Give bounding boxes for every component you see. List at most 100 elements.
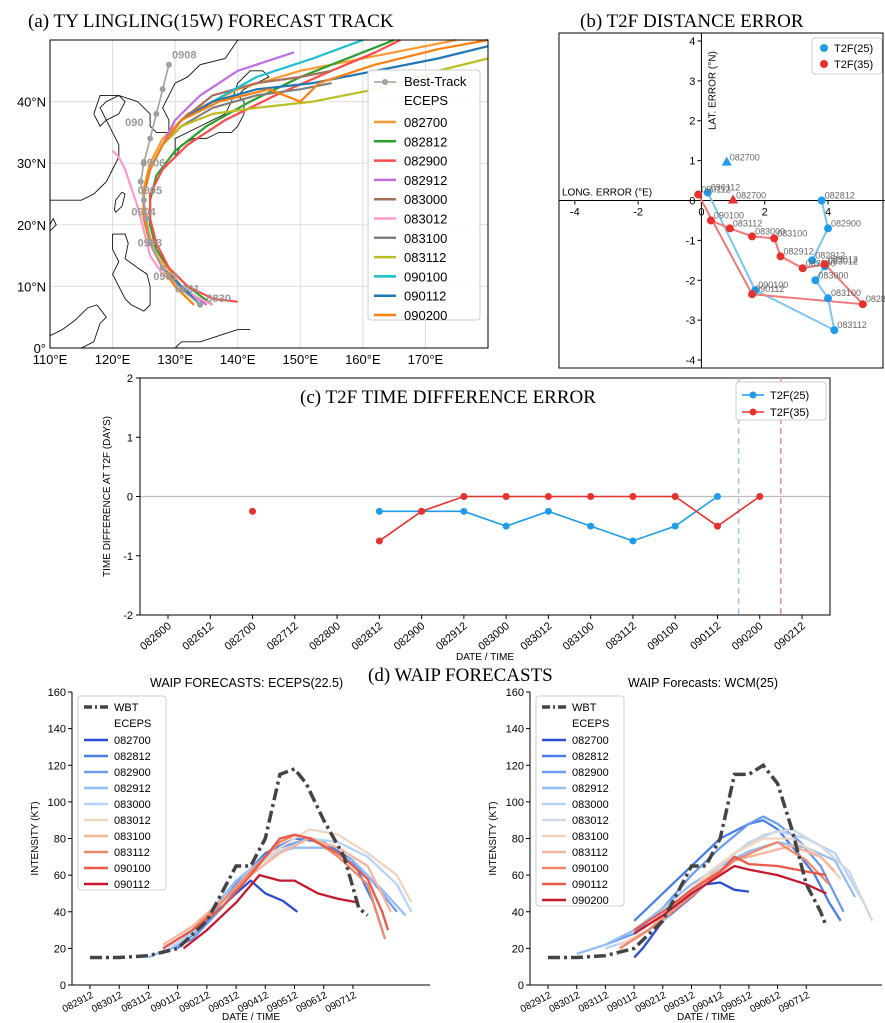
b-legend-label-1: T2F(35): [834, 59, 873, 71]
c-xtick-label: 082900: [392, 620, 428, 653]
b-point-marker: [824, 224, 833, 233]
panel-d-title: (d) WAIP FORECASTS: [368, 665, 553, 686]
d2-ytick-label: 80: [512, 834, 524, 846]
d1-series-090112: [182, 873, 360, 950]
b-point-label: 082700: [730, 153, 760, 163]
c-point-T2F(25): [671, 522, 679, 530]
legend-label-090200: 090200: [404, 308, 447, 323]
d2-xtick-label: 083112: [577, 990, 611, 1015]
b-triangle-marker: [721, 156, 732, 166]
b-point-label: 082900: [831, 218, 861, 228]
d2-ytick-label: 100: [506, 797, 524, 809]
c-xtick-label: 083012: [518, 620, 554, 653]
c-line-T2F(35): [378, 495, 761, 542]
best-track-date-label: 0830: [206, 293, 230, 305]
b-point-marker: [706, 216, 715, 225]
best-track-date-label: 0908: [172, 49, 196, 61]
b-ytick-label: 4: [689, 36, 695, 48]
c-ytick-label: -1: [123, 551, 133, 563]
legend-best-track-marker: [382, 79, 388, 85]
b-point-label: 083112: [733, 218, 762, 228]
b-point-marker: [808, 256, 817, 265]
best-track-point: [137, 178, 144, 185]
d2-legend-header: ECEPS: [572, 718, 609, 730]
d1-xtick-label: 083012: [90, 990, 125, 1016]
legend-label-083012: 083012: [404, 212, 447, 227]
c-point-T2F(25): [713, 493, 721, 500]
d2-ytick-label: 140: [506, 724, 524, 736]
c-ylabel: TIME DIFFERENCE AT T2F (DAYS): [102, 416, 113, 577]
b-point-marker: [824, 294, 833, 303]
map-xtick-label: 130°E: [157, 352, 193, 367]
b-point-marker: [776, 252, 785, 261]
d2-ytick-label: 60: [512, 870, 524, 882]
legend-eceps-header: ECEPS: [404, 93, 448, 108]
d2-legend-label-082812: 082812: [572, 751, 609, 763]
d1-legend-label-083100: 083100: [114, 831, 151, 843]
best-track-date-label: 0905: [138, 185, 162, 197]
b-ytick-label: 2: [689, 116, 695, 128]
b-point-label: 0828: [866, 294, 885, 304]
d1-legend-wbt-label: WBT: [114, 702, 139, 714]
best-track-line: [139, 64, 201, 306]
best-track-point: [140, 197, 147, 204]
legend-label-082912: 082912: [404, 173, 447, 188]
d2-legend-label-090100: 090100: [572, 863, 609, 875]
c-line-T2F(25): [379, 495, 718, 542]
b-point-label: 090100: [758, 280, 788, 290]
d2-xtick-label: 090212: [634, 990, 669, 1016]
map-ytick-label: 0°: [34, 341, 46, 356]
d2-ytick-label: 160: [506, 687, 524, 699]
c-ytick-label: 0: [127, 492, 133, 504]
d1-legend-header: ECEPS: [114, 718, 151, 730]
b-legend-box: [811, 37, 883, 75]
c-legend-marker-0: [749, 391, 757, 399]
c-legend-label-1: T2F(35): [770, 407, 809, 419]
b-legend-marker-0: [820, 44, 828, 52]
legend-best-track-label: Best-Track: [404, 74, 467, 89]
best-track-date-label: 090: [125, 117, 143, 129]
b-ytick-label: 1: [689, 156, 695, 168]
b-point-label: 090112: [711, 183, 740, 193]
b-ytick-label: -1: [686, 235, 696, 247]
b-point-label: 083100: [777, 228, 807, 238]
d2-ylabel: INTENSITY (KT): [488, 801, 499, 875]
b-point-label: 083012: [828, 254, 858, 264]
d2-title: WAIP Forecasts: WCM(25): [628, 676, 778, 690]
panel-a-title: (a) TY LINGLING(15W) FORECAST TRACK: [28, 11, 394, 32]
d1-ytick-label: 40: [54, 907, 66, 919]
b-point-marker: [770, 234, 779, 243]
d2-ytick-label: 0: [518, 980, 524, 992]
c-point-T2F(35): [502, 493, 510, 500]
d2-legend-label-082700: 082700: [572, 735, 609, 747]
c-xtick-label: 082600: [138, 620, 174, 653]
d2-ytick-label: 120: [506, 760, 524, 772]
d1-legend-label-083012: 083012: [114, 815, 151, 827]
c-xtick-label: 082912: [434, 620, 470, 653]
map-ytick-label: 10°N: [17, 279, 46, 294]
best-track-point: [165, 61, 172, 68]
d2-legend-label-083112: 083112: [572, 847, 608, 859]
d2-xlabel: DATE / TIME: [677, 1012, 735, 1023]
best-track-point: [140, 160, 147, 167]
b-ytick-label: 0: [689, 196, 695, 208]
best-track-point: [143, 215, 150, 222]
c-xtick-label: 090112: [688, 620, 723, 652]
c-legend-box: [735, 381, 827, 421]
d2-wbt-line: [548, 762, 828, 960]
c-point-T2F(35): [375, 537, 383, 545]
d2-legend-label-083100: 083100: [572, 831, 609, 843]
b-point-label: 082812: [825, 191, 855, 201]
d2-xtick-label: 090112: [606, 990, 640, 1015]
d1-xlabel: DATE / TIME: [222, 1012, 280, 1023]
d2-series-090100: [619, 841, 831, 950]
c-point-T2F(25): [502, 522, 510, 530]
legend-label-083100: 083100: [404, 231, 447, 246]
c-xtick-label: 082800: [307, 620, 343, 653]
best-track-point: [178, 286, 185, 293]
d1-ytick-label: 80: [54, 834, 66, 846]
coastline: [112, 233, 151, 312]
forecast-track-082900: [149, 39, 401, 303]
c-point-T2F(25): [587, 522, 595, 530]
c-point-T2F(35): [249, 507, 257, 515]
